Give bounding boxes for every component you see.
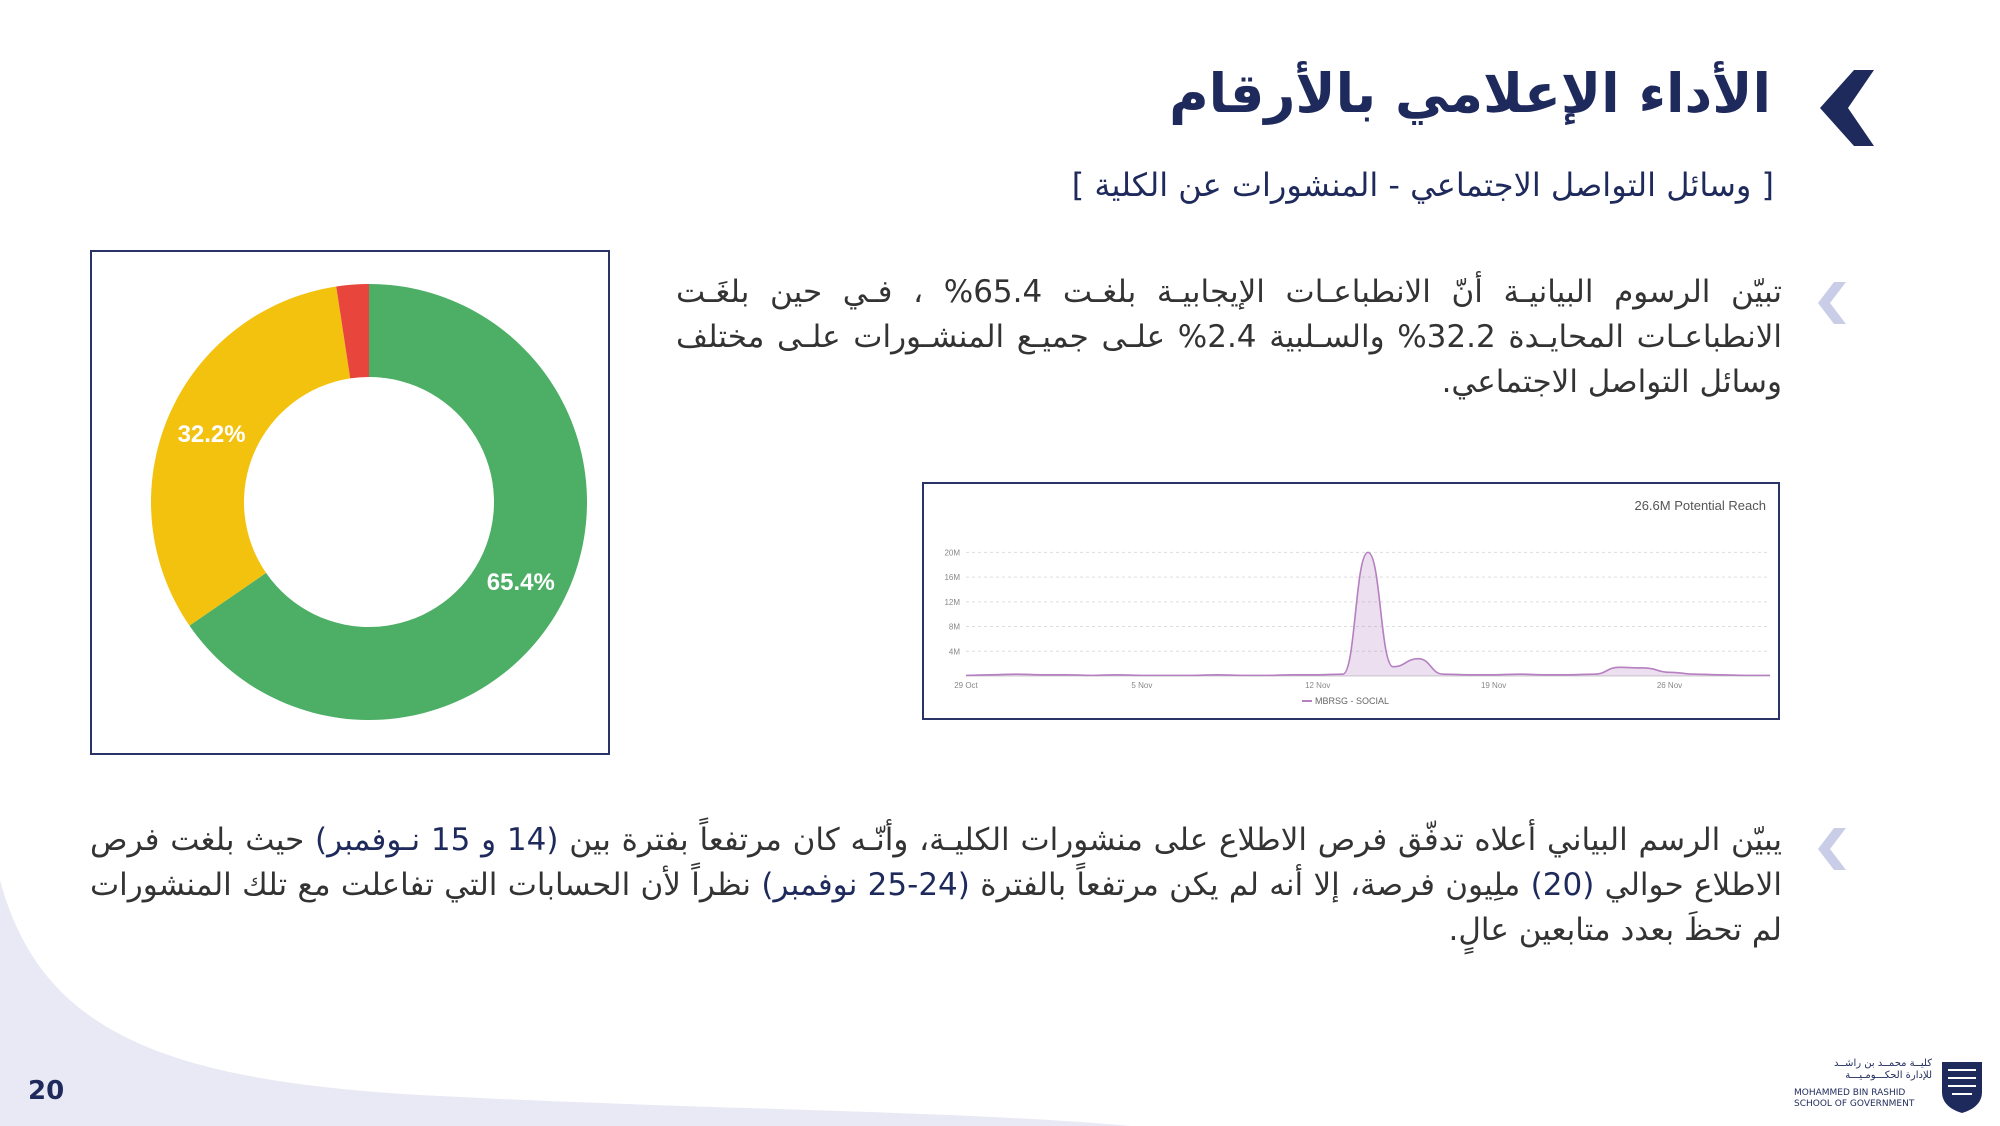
bullet-chevron-icon: [1818, 828, 1846, 870]
highlight-million: (20): [1530, 867, 1595, 903]
chart-annotation: 26.6M Potential Reach: [1634, 498, 1766, 513]
donut-slice-positive: [189, 284, 588, 720]
highlight-period-1: (14 و 15 نـوفمبر): [315, 822, 559, 858]
bullet-chevron-icon: [1818, 282, 1846, 324]
page-title: الأداء الإعلامي بالأرقام: [1169, 62, 1771, 125]
crest-icon: [1942, 1062, 1982, 1113]
mbrsg-logo: كليــة محمــد بن راشــد للإدارة الحكـــوم…: [1794, 1058, 1984, 1114]
series-line-mbrsg-social: [965, 551, 1770, 677]
paragraph-text: يبيّن الرسم البياني أعلاه تدفّق فرص الاط…: [558, 822, 1782, 858]
y-tick-label: 8M: [949, 623, 960, 632]
y-tick-label: 12M: [944, 598, 960, 607]
donut-slice-negative: [336, 284, 369, 379]
y-tick-label: 16M: [944, 573, 960, 582]
logo-english-text: MOHAMMED BIN RASHID SCHOOL OF GOVERNMENT: [1794, 1088, 1915, 1109]
paragraph-text: حيث بلغت فرص الاطلاع حوالي: [90, 822, 1782, 903]
page-number: 20: [28, 1076, 65, 1106]
potential-reach-chart: 4M 8M 12M 16M 20M 29 Oct 5 Nov 12 Nov 19 Nov 26 N…: [922, 482, 1780, 720]
donut-label-positive: 65.4%: [487, 569, 555, 596]
series-area-mbrsg-social: [966, 552, 1770, 676]
chevron-left-icon: [1820, 70, 1874, 146]
reach-svg: 4M 8M 12M 16M 20M 29 Oct 5 Nov 12 Nov 19 Nov 26 N…: [944, 498, 1770, 706]
y-tick-label: 20M: [944, 548, 960, 557]
legend-label: MBRSG - SOCIAL: [1315, 696, 1389, 706]
x-tick-label: 12 Nov: [1305, 681, 1330, 690]
paragraph-sentiment: تبيّن الرسوم البيانيـة أنّ الانطباعـات ا…: [676, 274, 1782, 400]
donut-svg: 65.4% 32.2%: [151, 284, 588, 720]
x-tick-label: 5 Nov: [1131, 681, 1152, 690]
logo-arabic-text: كليــة محمــد بن راشــد للإدارة الحكـــوم…: [1833, 1058, 1932, 1081]
paragraph-text: نظراً لأن الحسابات التي تفاعلت مع تلك ال…: [90, 867, 1782, 948]
x-tick-label: 26 Nov: [1657, 681, 1682, 690]
highlight-period-2: (24-25 نوفمبر): [761, 867, 970, 903]
donut-slice-neutral: [151, 286, 351, 626]
sentiment-donut-chart: 65.4% 32.2%: [90, 250, 610, 755]
paragraph-reach: يبيّن الرسم البياني أعلاه تدفّق فرص الاط…: [90, 818, 1782, 953]
page-subtitle: [ وسائل التواصل الاجتماعي - المنشورات عن…: [1071, 166, 1774, 204]
x-tick-label: 19 Nov: [1481, 681, 1506, 690]
y-tick-label: 4M: [949, 647, 960, 656]
x-tick-label: 29 Oct: [954, 681, 978, 690]
donut-label-neutral: 32.2%: [178, 421, 246, 448]
paragraph-text: ملِيون فرصة، إلا أنه لم يكن مرتفعاً بالف…: [969, 867, 1531, 903]
